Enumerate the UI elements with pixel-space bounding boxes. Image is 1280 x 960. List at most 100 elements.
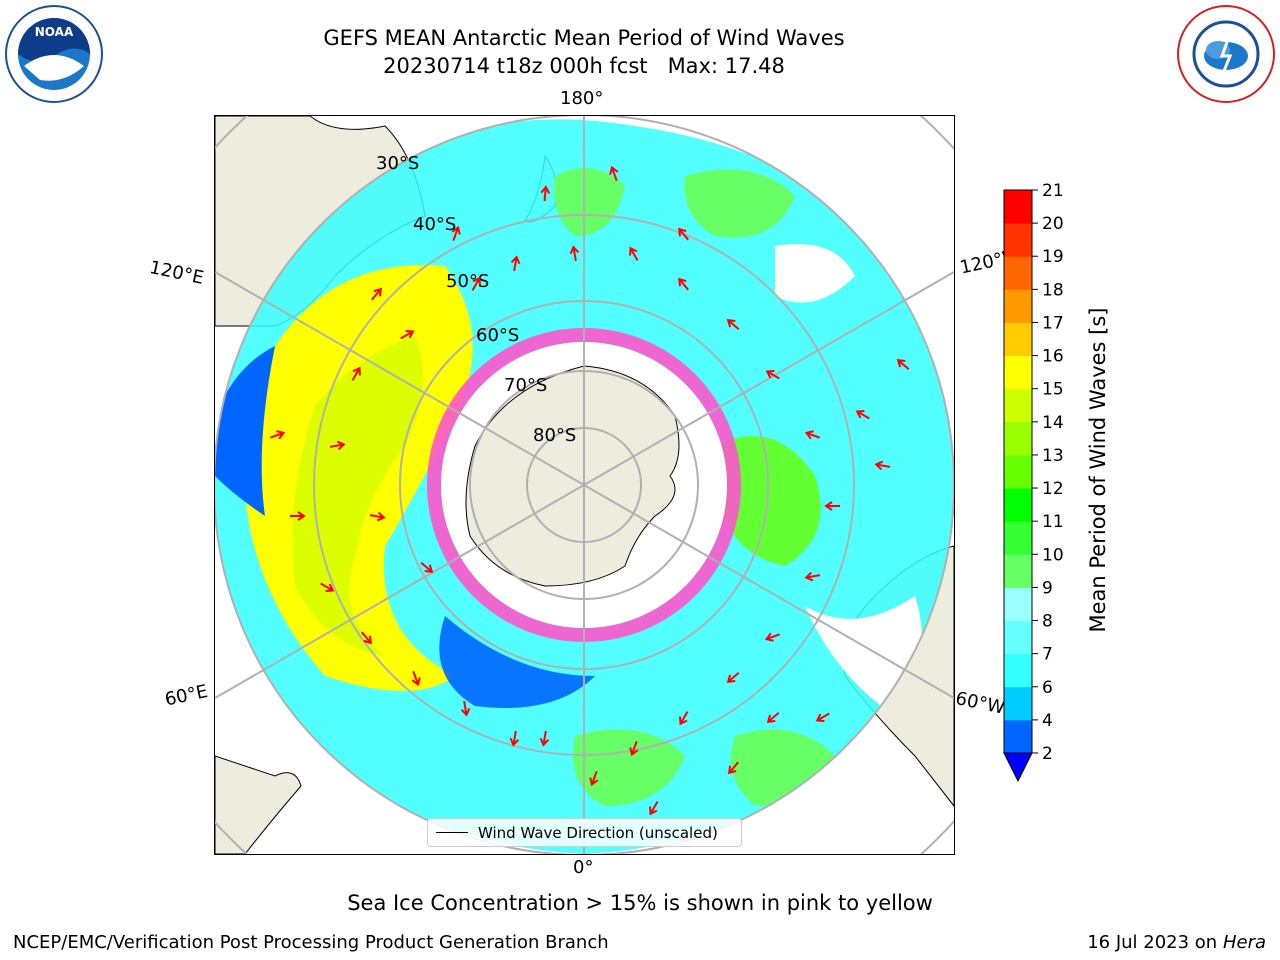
colorbar-tick-label: 2: [1042, 744, 1053, 764]
colorbar-bin: [1004, 488, 1032, 522]
colorbar-tick-label: 13: [1042, 446, 1064, 466]
colorbar-tick-label: 4: [1042, 711, 1053, 731]
colorbar-bin: [1004, 388, 1032, 423]
colorbar-bin: [1004, 289, 1032, 323]
colorbar-bin: [1004, 719, 1032, 754]
colorbar-bin: [1004, 190, 1032, 224]
wave-direction-arrow: [804, 430, 821, 440]
colorbar-tick-label: 18: [1042, 280, 1064, 300]
colorbar-bin: [1004, 454, 1032, 489]
wave-direction-arrow: [804, 571, 821, 582]
colorbar-frame: [1003, 189, 1033, 754]
wave-direction-arrow: [471, 276, 481, 291]
colorbar-tick-label: 19: [1042, 247, 1064, 267]
wave-direction-arrow: [369, 511, 386, 522]
wave-direction-arrow: [726, 319, 740, 330]
wave-direction-arrow: [728, 761, 739, 775]
colorbar-bin: [1004, 521, 1032, 555]
map-title: GEFS MEAN Antarctic Mean Period of Wind …: [323, 26, 845, 50]
colorbar: 2 4 6 7 8 9 10 11 12 13 14 15 16 17 18 19 20 21: [1003, 181, 1064, 783]
colorbar-bin: [1004, 256, 1032, 290]
footer-date: 16 Jul 2023 on Hera: [1087, 932, 1266, 953]
nws-logo: [1177, 5, 1275, 103]
colorbar-tick-label: 15: [1042, 380, 1064, 400]
wave-direction-arrow: [539, 730, 550, 747]
lat-label-80s: 80°S: [533, 425, 576, 446]
colorbar-tick-label: 12: [1042, 479, 1064, 499]
lat-label-70s: 70°S: [504, 375, 547, 396]
colorbar-tick-label: 17: [1042, 313, 1064, 333]
lon-label-120e: 120°E: [147, 257, 206, 289]
colorbar-bin: [1004, 686, 1032, 721]
wave-direction-arrow: [460, 700, 471, 717]
wave-direction-arrow: [824, 501, 840, 511]
wave-direction-arrow: [896, 359, 910, 370]
colorbar-tick-label: 14: [1042, 413, 1064, 433]
lon-label-180: 180°: [560, 88, 604, 109]
map-legend: Wind Wave Direction (unscaled): [427, 818, 742, 847]
colorbar-bin: [1004, 653, 1032, 688]
wave-direction-arrow: [678, 277, 689, 291]
lon-label-60e: 60°E: [163, 681, 210, 711]
wave-direction-arrow: [351, 366, 361, 381]
wave-direction-arrow: [361, 631, 372, 645]
wave-direction-arrow: [411, 670, 421, 687]
sea-ice-caption: Sea Ice Concentration > 15% is shown in …: [347, 891, 933, 915]
wave-direction-arrow: [678, 227, 689, 241]
wave-direction-arrow: [329, 440, 346, 451]
wave-direction-arrow: [400, 330, 415, 340]
wave-direction-arrow: [589, 770, 599, 787]
graticule: [215, 116, 954, 854]
colorbar-bin: [1004, 355, 1032, 390]
colorbar-bin: [1004, 322, 1032, 357]
map-frame: 30°S 40°S 50°S 60°S 70°S 80°S: [214, 115, 955, 855]
lat-label-40s: 40°S: [413, 214, 456, 235]
wave-direction-arrow: [855, 410, 870, 420]
colorbar-tick-label: 10: [1042, 545, 1064, 565]
colorbar-bin: [1004, 421, 1032, 456]
colorbar-tick-label: 6: [1042, 678, 1053, 698]
wave-direction-arrow: [649, 801, 659, 816]
colorbar-tick-label: 20: [1042, 214, 1064, 234]
wave-direction-arrow: [609, 165, 619, 182]
wave-direction-arrow: [371, 287, 382, 301]
wave-direction-arrow: [629, 246, 639, 261]
colorbar-bin: [1004, 587, 1032, 622]
wave-direction-arrow: [815, 712, 830, 722]
wave-direction-arrow: [726, 672, 740, 683]
colorbar-tick-label: 9: [1042, 578, 1053, 598]
wave-direction-arrow: [320, 582, 335, 592]
wave-direction-arrow: [874, 460, 891, 471]
latitude-labels: 30°S 40°S 50°S 60°S 70°S 80°S: [376, 153, 576, 446]
svg-text:NOAA: NOAA: [35, 25, 74, 39]
lon-label-0: 0°: [573, 857, 594, 878]
wave-direction-arrow: [765, 370, 780, 380]
colorbar-label: Mean Period of Wind Waves [s]: [1086, 307, 1110, 633]
wave-direction-arrow: [766, 712, 780, 723]
wind-wave-arrows: [269, 165, 910, 816]
wave-direction-arrow: [540, 185, 551, 202]
colorbar-tick-label: 8: [1042, 612, 1053, 632]
lat-label-50s: 50°S: [446, 271, 489, 292]
polar-map: 30°S 40°S 50°S 60°S 70°S 80°S: [215, 116, 954, 854]
colorbar-tick-label: 7: [1042, 645, 1053, 665]
wave-direction-arrow: [629, 740, 639, 757]
colorbar-bin: [1004, 554, 1032, 588]
wave-direction-arrow: [420, 562, 434, 573]
colorbar-bin: [1004, 620, 1032, 655]
colorbar-extend-triangle: [1003, 752, 1033, 783]
wave-direction-arrow: [569, 245, 580, 262]
wave-direction-arrow: [679, 711, 689, 726]
lat-label-60s: 60°S: [476, 325, 519, 346]
wave-direction-arrow: [269, 430, 286, 440]
legend-line-swatch: [436, 832, 468, 833]
wave-direction-arrow: [290, 511, 306, 521]
lat-label-30s: 30°S: [376, 153, 419, 174]
wave-direction-arrow: [509, 730, 520, 747]
footer-credit: NCEP/EMC/Verification Post Processing Pr…: [13, 932, 609, 953]
footer-host: Hera: [1222, 932, 1266, 953]
colorbar-tick-label: 16: [1042, 347, 1064, 367]
wave-direction-arrow: [451, 225, 461, 242]
wave-direction-arrow: [764, 632, 781, 642]
colorbar-tick-label: 21: [1042, 181, 1064, 201]
